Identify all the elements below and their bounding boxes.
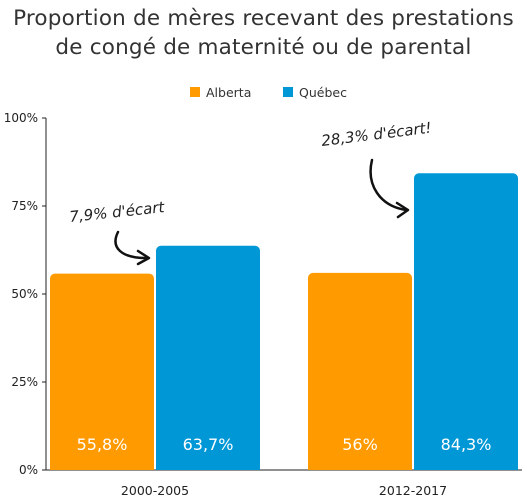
bar-value-label: 84,3% (441, 435, 492, 454)
chart-title: Proportion de mères recevant des prestat… (13, 6, 514, 31)
legend-swatch (283, 87, 293, 97)
y-tick-label: 25% (11, 375, 38, 389)
bar-base (414, 464, 518, 470)
annotation-arrow (114, 230, 148, 260)
bar-qubec-1 (414, 173, 518, 470)
annotation-arrowhead (395, 201, 410, 219)
y-tick-label: 50% (11, 287, 38, 301)
bar-base (50, 464, 154, 470)
bar-value-label: 55,8% (77, 435, 128, 454)
bar-alberta-0 (50, 273, 154, 470)
x-tick-label: 2000-2005 (121, 483, 189, 498)
annotation-text: 7,9% d'écart (69, 198, 167, 226)
bar-qubec-0 (156, 245, 260, 470)
annotation-arrowhead (136, 249, 151, 266)
bar-alberta-1 (308, 272, 412, 470)
bar-value-label: 63,7% (183, 435, 234, 454)
legend-label: Alberta (206, 85, 251, 100)
y-tick-label: 75% (11, 199, 38, 213)
bar-base (308, 464, 412, 470)
legend-label: Québec (299, 85, 347, 100)
bar-value-label: 56% (342, 435, 378, 454)
y-tick-label: 100% (4, 111, 38, 125)
annotation-text: 28,3% d'écart! (320, 119, 432, 150)
y-tick-label: 0% (19, 463, 38, 477)
x-tick-label: 2012-2017 (379, 483, 447, 498)
annotation-arrow (369, 158, 408, 212)
legend-swatch (190, 87, 200, 97)
bar-base (156, 464, 260, 470)
chart-subtitle: de congé de maternité ou de parental (55, 35, 472, 60)
